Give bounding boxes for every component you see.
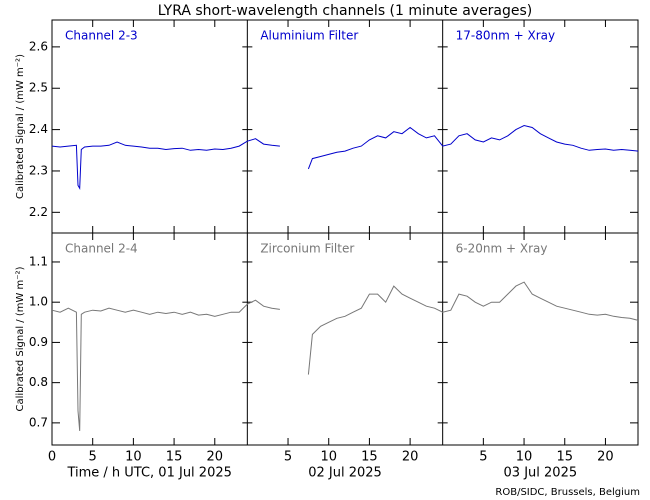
- panel-frame: [51, 232, 639, 446]
- day-label: 03 Jul 2025: [504, 466, 578, 481]
- x-tick-label: 0: [48, 450, 56, 465]
- x-tick-label: 10: [516, 450, 533, 465]
- y-tick-label: 2.3: [29, 163, 48, 177]
- x-tick-label: 20: [207, 450, 224, 465]
- y-tick-label: 1.0: [29, 295, 48, 309]
- x-tick-label: 5: [479, 450, 487, 465]
- panel-label: Channel 2-4: [65, 242, 138, 256]
- day-label: Time / h UTC, 01 Jul 2025: [66, 466, 231, 481]
- x-tick-label: 15: [361, 450, 378, 465]
- x-tick-label: 15: [166, 450, 183, 465]
- x-tick-label: 20: [402, 450, 419, 465]
- panel-label: Zirconium Filter: [260, 242, 354, 256]
- y-tick-label: 0.8: [29, 375, 48, 389]
- y-tick-label: 0.9: [29, 335, 48, 349]
- credit: ROB/SIDC, Brussels, Belgium: [495, 487, 640, 498]
- panel-label: 17-80nm + Xray: [456, 29, 555, 43]
- panel-label: 6-20nm + Xray: [456, 242, 548, 256]
- chart-title: LYRA short-wavelength channels (1 minute…: [158, 3, 533, 19]
- y-axis-label: Calibrated Signal / (mW m⁻²): [15, 266, 26, 411]
- y-axis-label: Calibrated Signal / (mW m⁻²): [15, 54, 26, 199]
- y-tick-label: 2.6: [29, 39, 48, 53]
- y-tick-label: 1.1: [29, 254, 48, 268]
- day-label: 02 Jul 2025: [308, 466, 382, 481]
- y-tick-label: 2.4: [29, 122, 48, 136]
- data-line: [51, 281, 639, 431]
- y-tick-label: 2.5: [29, 81, 48, 95]
- x-tick-label: 5: [89, 450, 97, 465]
- y-tick-label: 2.2: [29, 205, 48, 219]
- x-tick-label: 10: [320, 450, 337, 465]
- x-tick-label: 15: [556, 450, 573, 465]
- y-tick-label: 0.7: [29, 415, 48, 429]
- x-tick-label: 20: [597, 450, 614, 465]
- panel-label: Channel 2-3: [65, 29, 138, 43]
- data-line: [51, 124, 639, 191]
- panel-label: Aluminium Filter: [260, 29, 358, 43]
- x-tick-label: 10: [125, 450, 142, 465]
- x-tick-label: 5: [284, 450, 292, 465]
